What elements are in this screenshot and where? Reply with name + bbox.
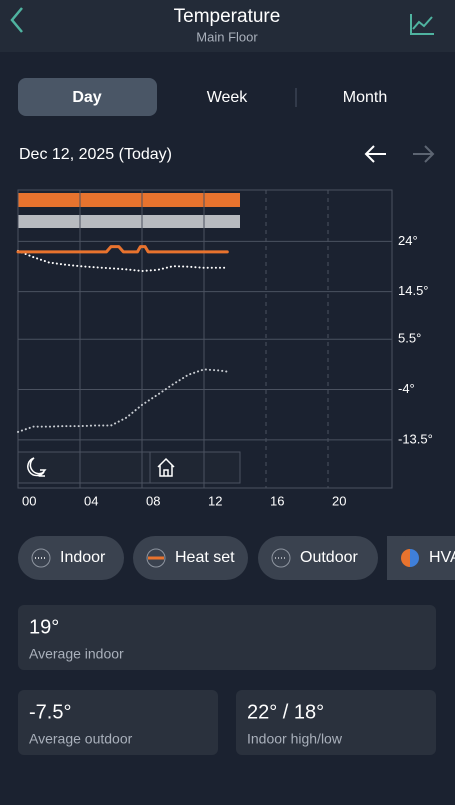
stat-value: 19° <box>29 616 59 638</box>
y-tick-label: 24° <box>398 233 418 248</box>
stat-card <box>18 605 436 670</box>
title: Temperature <box>174 6 281 27</box>
x-tick-label: 12 <box>208 493 222 508</box>
legend-chip[interactable] <box>18 536 124 580</box>
legend-icon <box>146 548 166 568</box>
subtitle: Main Floor <box>196 29 258 44</box>
mode-strip <box>17 451 241 484</box>
legend-label: Indoor <box>60 549 106 566</box>
legend: Indoor Heat set Outdoor HVA <box>18 536 455 580</box>
y-tick-label: 5.5° <box>398 331 421 346</box>
x-tick-label: 20 <box>332 493 346 508</box>
legend-label: HVA <box>429 549 455 566</box>
tab[interactable]: Week <box>207 89 249 106</box>
stat-card <box>236 690 436 755</box>
x-tick-label: 08 <box>146 493 160 508</box>
chart: 24° 14.5° 5.5° -4° -13.5° 00 04 08 12 16 20 <box>16 189 433 508</box>
legend-icon <box>271 548 291 568</box>
header-bar <box>0 0 455 52</box>
legend-chip[interactable] <box>133 536 248 580</box>
tab-active[interactable] <box>18 78 157 116</box>
y-tick-label: -4° <box>398 381 415 396</box>
tab[interactable]: Month <box>343 89 387 106</box>
stat-value: 22° / 18° <box>247 701 324 723</box>
legend-icon <box>401 549 410 567</box>
chart-button[interactable] <box>410 14 434 35</box>
legend-icon <box>31 548 51 568</box>
legend-chip[interactable] <box>258 536 378 580</box>
back-button[interactable] <box>10 7 23 33</box>
date: Dec 12, 2025 (Today) <box>19 146 172 163</box>
series-line <box>16 245 229 254</box>
home-icon <box>157 457 175 477</box>
schedule-bar <box>18 193 240 207</box>
x-tick-label: 04 <box>84 493 98 508</box>
next-button[interactable] <box>413 145 435 163</box>
sleep-icon <box>27 457 47 477</box>
legend-label: Outdoor <box>300 549 358 566</box>
stat-card <box>18 690 218 755</box>
prev-button[interactable] <box>364 145 386 163</box>
x-tick-label: 16 <box>270 493 284 508</box>
stat-value: -7.5° <box>29 701 71 723</box>
x-tick-label: 00 <box>22 493 36 508</box>
stat-label: Average indoor <box>29 646 124 662</box>
y-tick-label: 14.5° <box>398 283 429 298</box>
legend-icon <box>410 549 419 567</box>
stat-label: Indoor high/low <box>247 731 343 747</box>
series-line <box>17 249 229 272</box>
series-line <box>17 368 229 433</box>
tab[interactable]: Day <box>72 89 101 106</box>
legend-label: Heat set <box>175 549 235 566</box>
schedule-bar <box>18 215 240 228</box>
y-tick-label: -13.5° <box>398 431 433 446</box>
stat-label: Average outdoor <box>29 731 133 747</box>
